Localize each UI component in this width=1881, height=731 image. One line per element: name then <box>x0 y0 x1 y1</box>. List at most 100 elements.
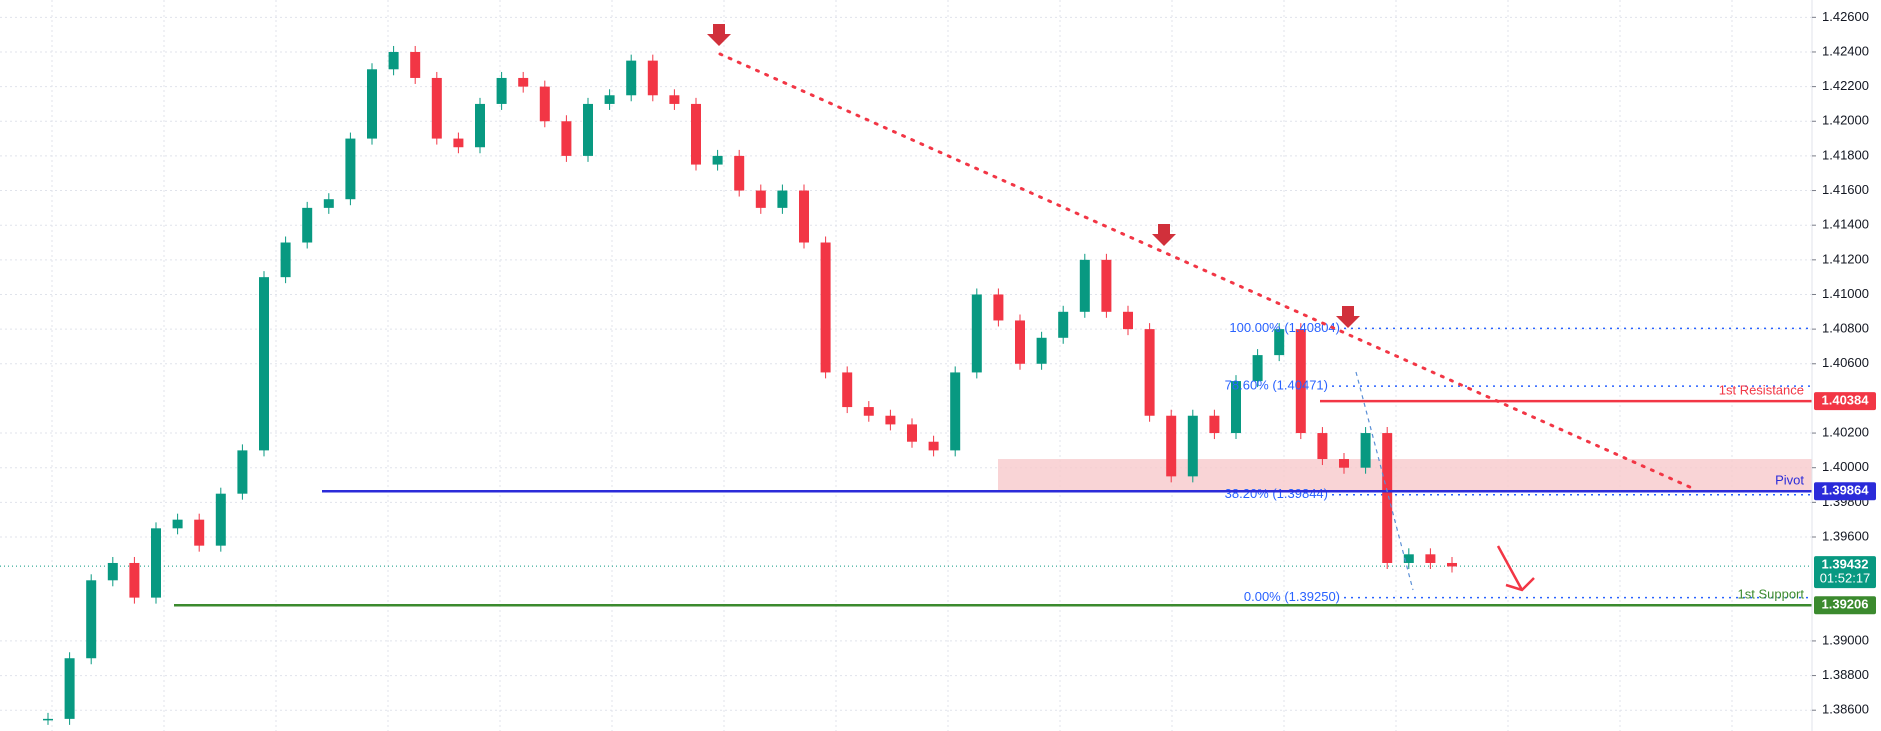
candle-body <box>691 103 701 165</box>
candle-body <box>734 155 745 191</box>
current-price-label: 1.39432 <box>1822 557 1869 572</box>
y-tick-label: 1.41000 <box>1822 286 1869 301</box>
candle-body <box>43 718 53 721</box>
candle-body <box>1425 554 1436 563</box>
candle-body <box>194 519 205 546</box>
candle-body <box>842 372 853 408</box>
candle-body <box>1252 355 1263 382</box>
candle-body <box>1403 554 1414 563</box>
y-tick-label: 1.38800 <box>1822 667 1869 682</box>
countdown-label: 01:52:17 <box>1820 571 1871 586</box>
y-tick-label: 1.40200 <box>1822 424 1869 439</box>
candle-body <box>1295 329 1306 434</box>
candle-body <box>950 372 961 451</box>
candle-body <box>367 69 377 139</box>
fib-label: 100.00% (1.40804) <box>1229 320 1340 335</box>
y-tick-label: 1.41800 <box>1822 147 1869 162</box>
candle-body <box>820 242 831 373</box>
candle-body <box>1360 433 1371 468</box>
candle-body <box>1166 415 1177 477</box>
candle-body <box>777 190 788 208</box>
candle-body <box>1101 259 1112 312</box>
candle-body <box>388 51 399 70</box>
candle-body <box>1079 259 1090 312</box>
candle-body <box>172 519 183 529</box>
fib-diagonal <box>1355 371 1414 591</box>
candle-body <box>518 77 529 87</box>
candle-body <box>799 190 809 243</box>
candle-body <box>907 424 917 442</box>
y-tick-label: 1.42600 <box>1822 9 1869 24</box>
candle-body <box>885 415 896 425</box>
candle-body <box>1036 337 1047 364</box>
trend-line <box>718 52 1694 490</box>
candle-body <box>971 294 982 373</box>
candle-body <box>647 60 658 96</box>
candle-body <box>1144 329 1155 416</box>
fib-label: 0.00% (1.39250) <box>1244 589 1340 604</box>
candle-body <box>604 95 615 104</box>
candle-body <box>1231 381 1241 434</box>
candle-body <box>1058 311 1069 338</box>
candle-body <box>755 190 766 208</box>
level-price-label: 1.39864 <box>1822 483 1870 498</box>
candle-body <box>1015 320 1025 364</box>
peak-arrows <box>707 24 1360 328</box>
candle-body <box>129 562 140 598</box>
y-tick-label: 1.39600 <box>1822 528 1869 543</box>
candle-body <box>237 450 248 494</box>
y-tick-label: 1.41200 <box>1822 251 1869 266</box>
candle-body <box>928 441 939 451</box>
y-tick-label: 1.38600 <box>1822 702 1869 717</box>
down-arrow <box>707 24 731 46</box>
candle-body <box>280 242 291 278</box>
candle-body <box>669 95 680 104</box>
level-name: 1st Resistance <box>1719 383 1804 398</box>
y-tick-label: 1.41400 <box>1822 217 1869 232</box>
candle-body <box>1382 433 1393 563</box>
candle-body <box>302 207 313 243</box>
candle-body <box>431 77 442 139</box>
y-tick-label: 1.40800 <box>1822 321 1869 336</box>
level-price-box <box>1814 392 1876 411</box>
vertical-grid <box>51 0 1733 731</box>
pivot-zone <box>998 459 1812 491</box>
y-tick-label: 1.41600 <box>1822 182 1869 197</box>
candle-body <box>151 528 161 598</box>
down-arrow <box>1336 306 1360 328</box>
level-price-box <box>1814 596 1876 615</box>
y-tick-label: 1.42400 <box>1822 43 1869 58</box>
candle-body <box>1123 311 1133 330</box>
candle-body <box>712 155 723 165</box>
y-tick-label: 1.40000 <box>1822 459 1869 474</box>
candle-body <box>1274 329 1285 356</box>
candle-body <box>345 138 356 200</box>
y-tick-label: 1.39000 <box>1822 632 1869 647</box>
candle-body <box>1339 459 1349 468</box>
candle-body <box>626 60 637 96</box>
level-price-label: 1.39206 <box>1822 597 1869 612</box>
fib-label: 78.60% (1.40471) <box>1225 378 1328 393</box>
candle-body <box>1209 415 1220 434</box>
candle-body <box>1187 415 1198 477</box>
candle-body <box>64 658 75 719</box>
candle-body <box>215 493 226 546</box>
candle-body <box>453 138 464 148</box>
down-arrow <box>1152 224 1176 246</box>
candle-body <box>561 121 572 156</box>
fib-label: 38.20% (1.39844) <box>1225 486 1328 501</box>
candle-body <box>993 294 1004 321</box>
y-tick-label: 1.42000 <box>1822 113 1869 128</box>
y-tick-label: 1.40600 <box>1822 355 1869 370</box>
candle-body <box>583 103 593 156</box>
candle-body <box>1317 433 1328 460</box>
candle-body <box>475 103 485 148</box>
candle-body <box>863 407 874 416</box>
level-name: Pivot <box>1775 473 1804 488</box>
candle-body <box>86 580 97 659</box>
candle-body <box>1447 562 1457 567</box>
level-name: 1st Support <box>1738 587 1805 602</box>
candle-body <box>496 77 507 104</box>
candle-body <box>323 199 334 208</box>
